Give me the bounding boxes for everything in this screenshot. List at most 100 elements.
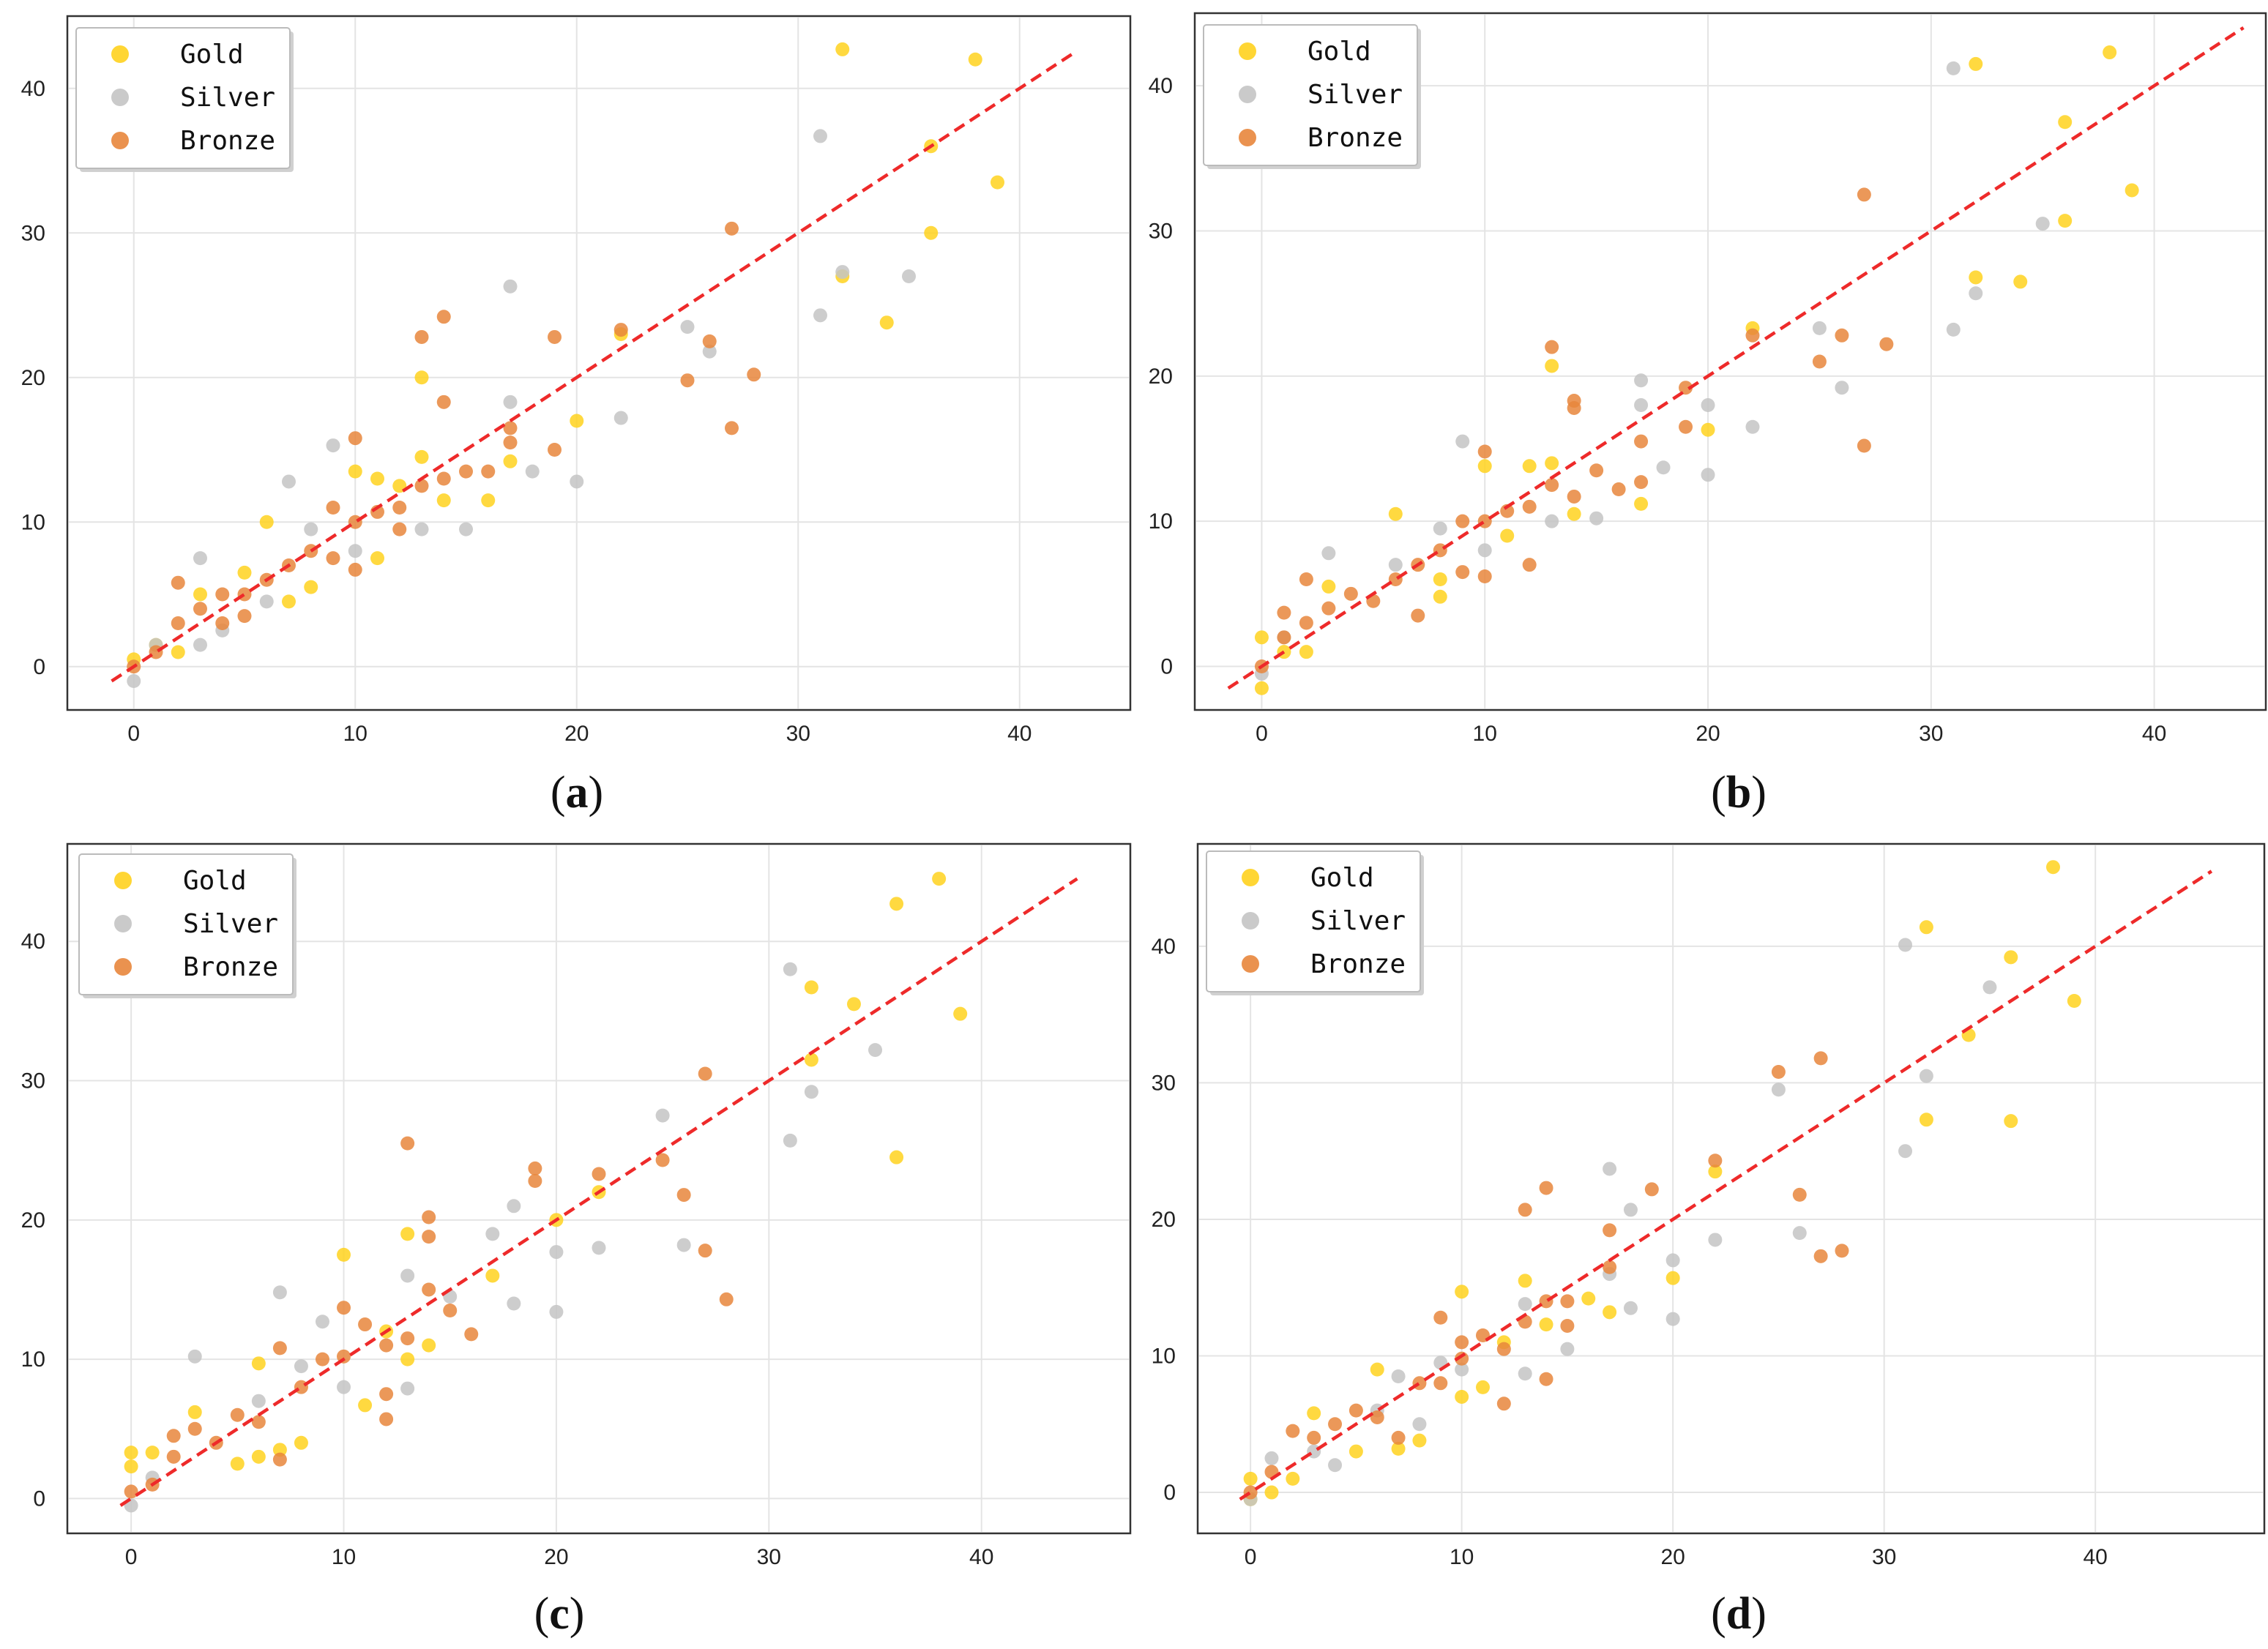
data-point-gold [2004,950,2018,965]
data-point-silver [337,1380,351,1394]
data-point-gold [1475,1380,1490,1394]
data-point-bronze [719,1292,734,1306]
data-point-gold [1455,1389,1469,1404]
data-point-bronze [1433,1310,1448,1325]
data-point-bronze [1634,475,1649,490]
data-point-bronze [1812,354,1827,369]
data-point-bronze [1545,478,1559,493]
data-point-bronze [528,1161,542,1175]
data-point-bronze [1277,605,1291,620]
data-point-silver [187,1349,202,1364]
data-point-gold [953,1006,968,1021]
legend-marker-gold [111,45,129,63]
data-point-silver [1701,398,1715,412]
data-point-gold [2058,214,2073,228]
data-point-bronze [379,1387,394,1402]
data-point-bronze [1835,328,1849,343]
data-point-bronze [1679,419,1693,434]
data-point-bronze [1433,1376,1448,1391]
x-tick-label: 0 [1256,722,1268,746]
data-point-bronze [1679,381,1693,395]
data-point-gold [924,225,939,240]
data-point-gold [422,1338,436,1353]
data-point-bronze [1343,586,1358,601]
legend-marker-silver [1239,86,1256,103]
data-point-bronze [1879,337,1894,351]
data-point-gold [968,52,982,67]
data-point-gold [1370,1362,1384,1377]
data-point-bronze [392,501,407,515]
data-point-gold [1545,456,1559,471]
data-point-silver [680,320,695,334]
data-point-silver [127,674,141,688]
data-point-silver [1701,468,1715,482]
y-tick-label: 40 [1149,74,1173,98]
data-point-gold [251,1449,266,1464]
data-point-silver [1792,1226,1807,1241]
data-point-gold [400,1227,415,1241]
data-point-silver [804,1085,818,1099]
data-point-bronze [1299,572,1313,586]
data-point-gold [932,872,947,886]
data-point-silver [783,1133,797,1148]
data-point-gold [889,1150,904,1164]
data-point-silver [1623,1203,1638,1217]
data-point-silver [783,962,797,976]
data-point-bronze [548,443,562,457]
data-point-bronze [414,479,429,493]
data-point-bronze [358,1317,373,1332]
legend-label-bronze: Bronze [1308,123,1403,153]
data-point-gold [348,464,362,479]
data-point-silver [400,1381,415,1396]
data-point-bronze [315,1352,329,1366]
data-point-bronze [1545,340,1559,354]
data-point-silver [485,1227,500,1241]
data-point-bronze [702,334,717,348]
data-point-silver [1771,1082,1786,1097]
data-point-silver [507,1296,521,1311]
x-tick-label: 40 [969,1545,993,1569]
data-point-silver [1455,1362,1469,1377]
y-tick-label: 40 [1152,935,1176,959]
data-point-bronze [1603,1260,1617,1274]
data-point-gold [193,587,207,602]
x-tick-label: 10 [1450,1545,1474,1569]
x-tick-label: 40 [2142,722,2166,746]
data-point-silver [259,594,274,609]
data-point-bronze [655,1153,670,1167]
legend-marker-bronze [111,132,129,149]
legend-label-silver: Silver [1310,906,1406,936]
data-point-silver [348,544,362,558]
data-point-silver [414,522,429,536]
data-point-bronze [215,616,230,630]
data-point-gold [1500,528,1515,543]
data-point-bronze [337,1301,351,1315]
data-point-bronze [503,421,518,435]
data-point-bronze [272,1341,287,1356]
legend-label-silver: Silver [183,909,278,939]
data-point-gold [804,980,818,995]
data-point-silver [251,1394,266,1408]
legend-label-gold: Gold [1308,37,1371,67]
data-point-silver [1634,398,1649,412]
data-point-bronze [747,367,761,382]
data-point-gold [481,493,496,508]
reference-line [1239,870,2213,1501]
data-point-bronze [676,1188,691,1203]
data-point-bronze [1328,1417,1343,1432]
x-tick-label: 10 [332,1545,356,1569]
data-point-silver [1518,1366,1532,1381]
data-point-gold [804,1052,818,1067]
data-point-silver [592,1241,606,1255]
data-point-gold [171,645,185,659]
data-point-bronze [1455,565,1470,580]
scatter-points [127,42,1004,688]
data-point-silver [1946,61,1961,75]
data-point-gold [1919,1113,1933,1127]
data-point-silver [702,344,717,359]
data-point-bronze [1708,1153,1723,1168]
data-point-gold [2013,274,2028,289]
data-point-gold [230,1457,245,1471]
data-point-gold [436,493,451,508]
data-point-gold [835,42,850,56]
